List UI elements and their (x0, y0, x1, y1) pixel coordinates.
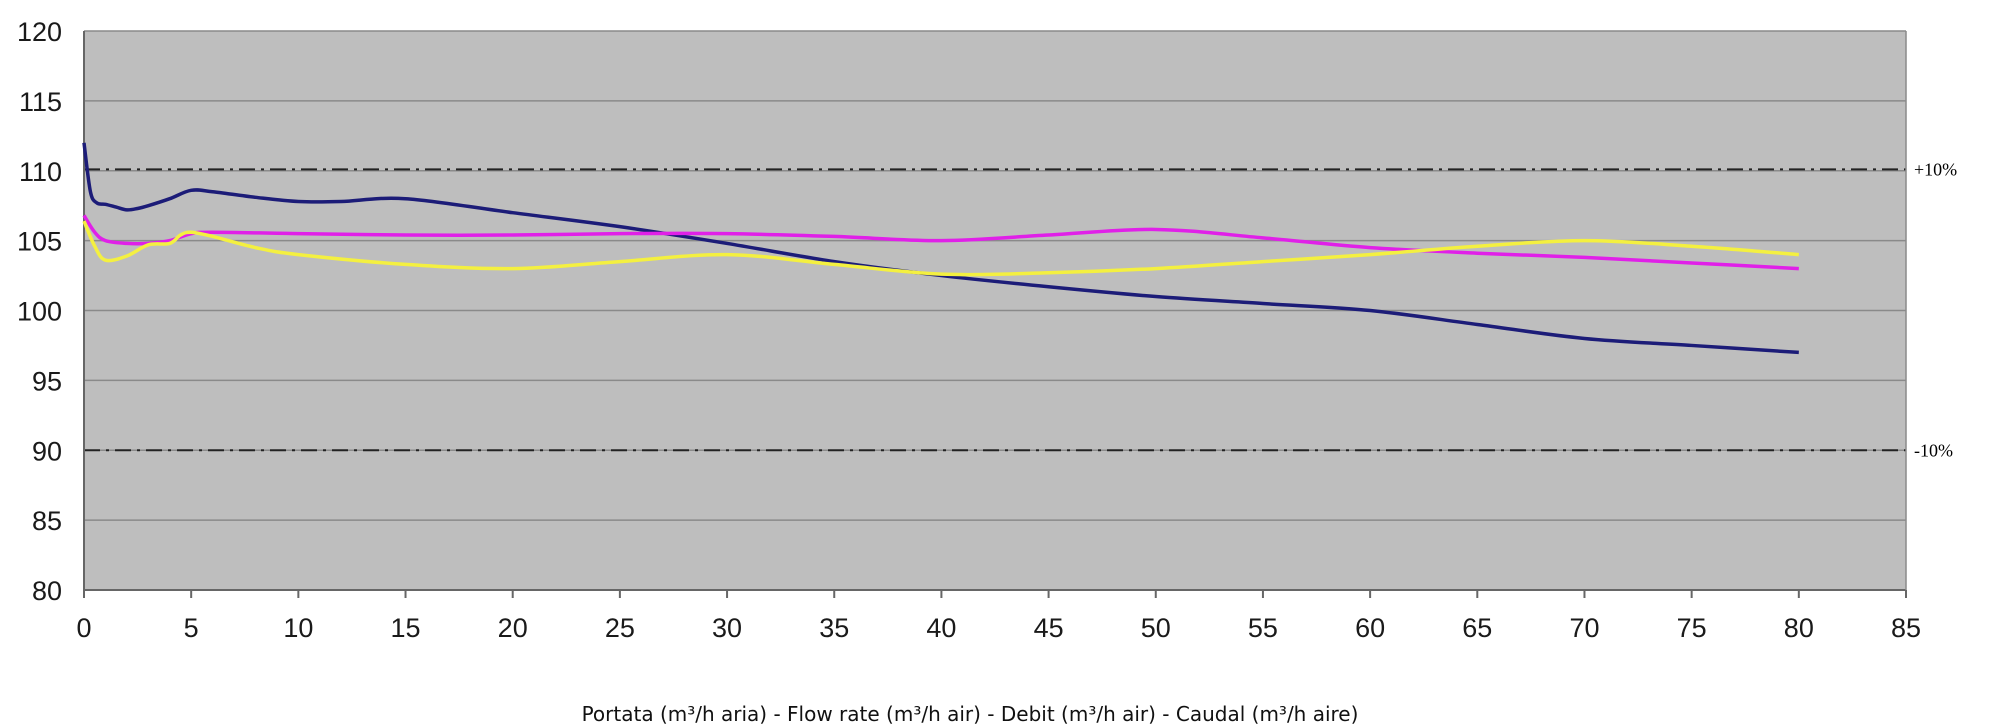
x-tick-label: 35 (819, 613, 849, 643)
reference-line-label: -10% (1914, 440, 1953, 460)
y-tick-label: 120 (17, 17, 62, 47)
y-tick-label: 105 (17, 227, 62, 257)
y-tick-label: 100 (17, 297, 62, 327)
y-tick-label: 110 (19, 157, 62, 187)
x-tick-label: 40 (926, 613, 956, 643)
x-tick-label: 70 (1569, 613, 1599, 643)
x-axis-label: Portata (m³/h aria) - Flow rate (m³/h ai… (582, 702, 1359, 726)
x-tick-label: 25 (605, 613, 635, 643)
reference-line-label: +10% (1914, 159, 1957, 179)
series-line-3 (82, 220, 1799, 277)
x-tick-label: 65 (1462, 613, 1492, 643)
x-tick-label: 75 (1677, 613, 1707, 643)
x-tick-label: 10 (283, 613, 313, 643)
y-tick-label: 90 (32, 436, 62, 466)
x-tick-label: 5 (184, 613, 199, 643)
x-tick-label: 85 (1891, 613, 1921, 643)
reference-lines: +10% -10% (84, 159, 1957, 460)
y-tick-label: 80 (32, 576, 62, 606)
x-tick-label: 60 (1355, 613, 1385, 643)
x-tick-label: 80 (1784, 613, 1814, 643)
x-tick-label: 20 (498, 613, 528, 643)
series-lines (82, 142, 1799, 355)
axes (83, 31, 1907, 591)
y-tick-label: 95 (32, 366, 62, 396)
x-tick-label: 0 (76, 613, 91, 643)
y-tick-label: 85 (32, 506, 62, 536)
x-tick-label: 30 (712, 613, 742, 643)
y-tick-label: 115 (19, 87, 62, 117)
series-line-1 (82, 142, 1799, 355)
x-tick-label: 15 (391, 613, 421, 643)
x-tick-label: 45 (1034, 613, 1064, 643)
x-tick-label: 55 (1248, 613, 1278, 643)
x-tick-label: 50 (1141, 613, 1171, 643)
y-tick-labels: 80 85 90 95 100 105 110 115 120 (17, 17, 62, 606)
x-tick-labels: 0 5 10 15 20 25 30 35 40 45 50 55 60 65 70 75 80 85 (76, 590, 1921, 643)
